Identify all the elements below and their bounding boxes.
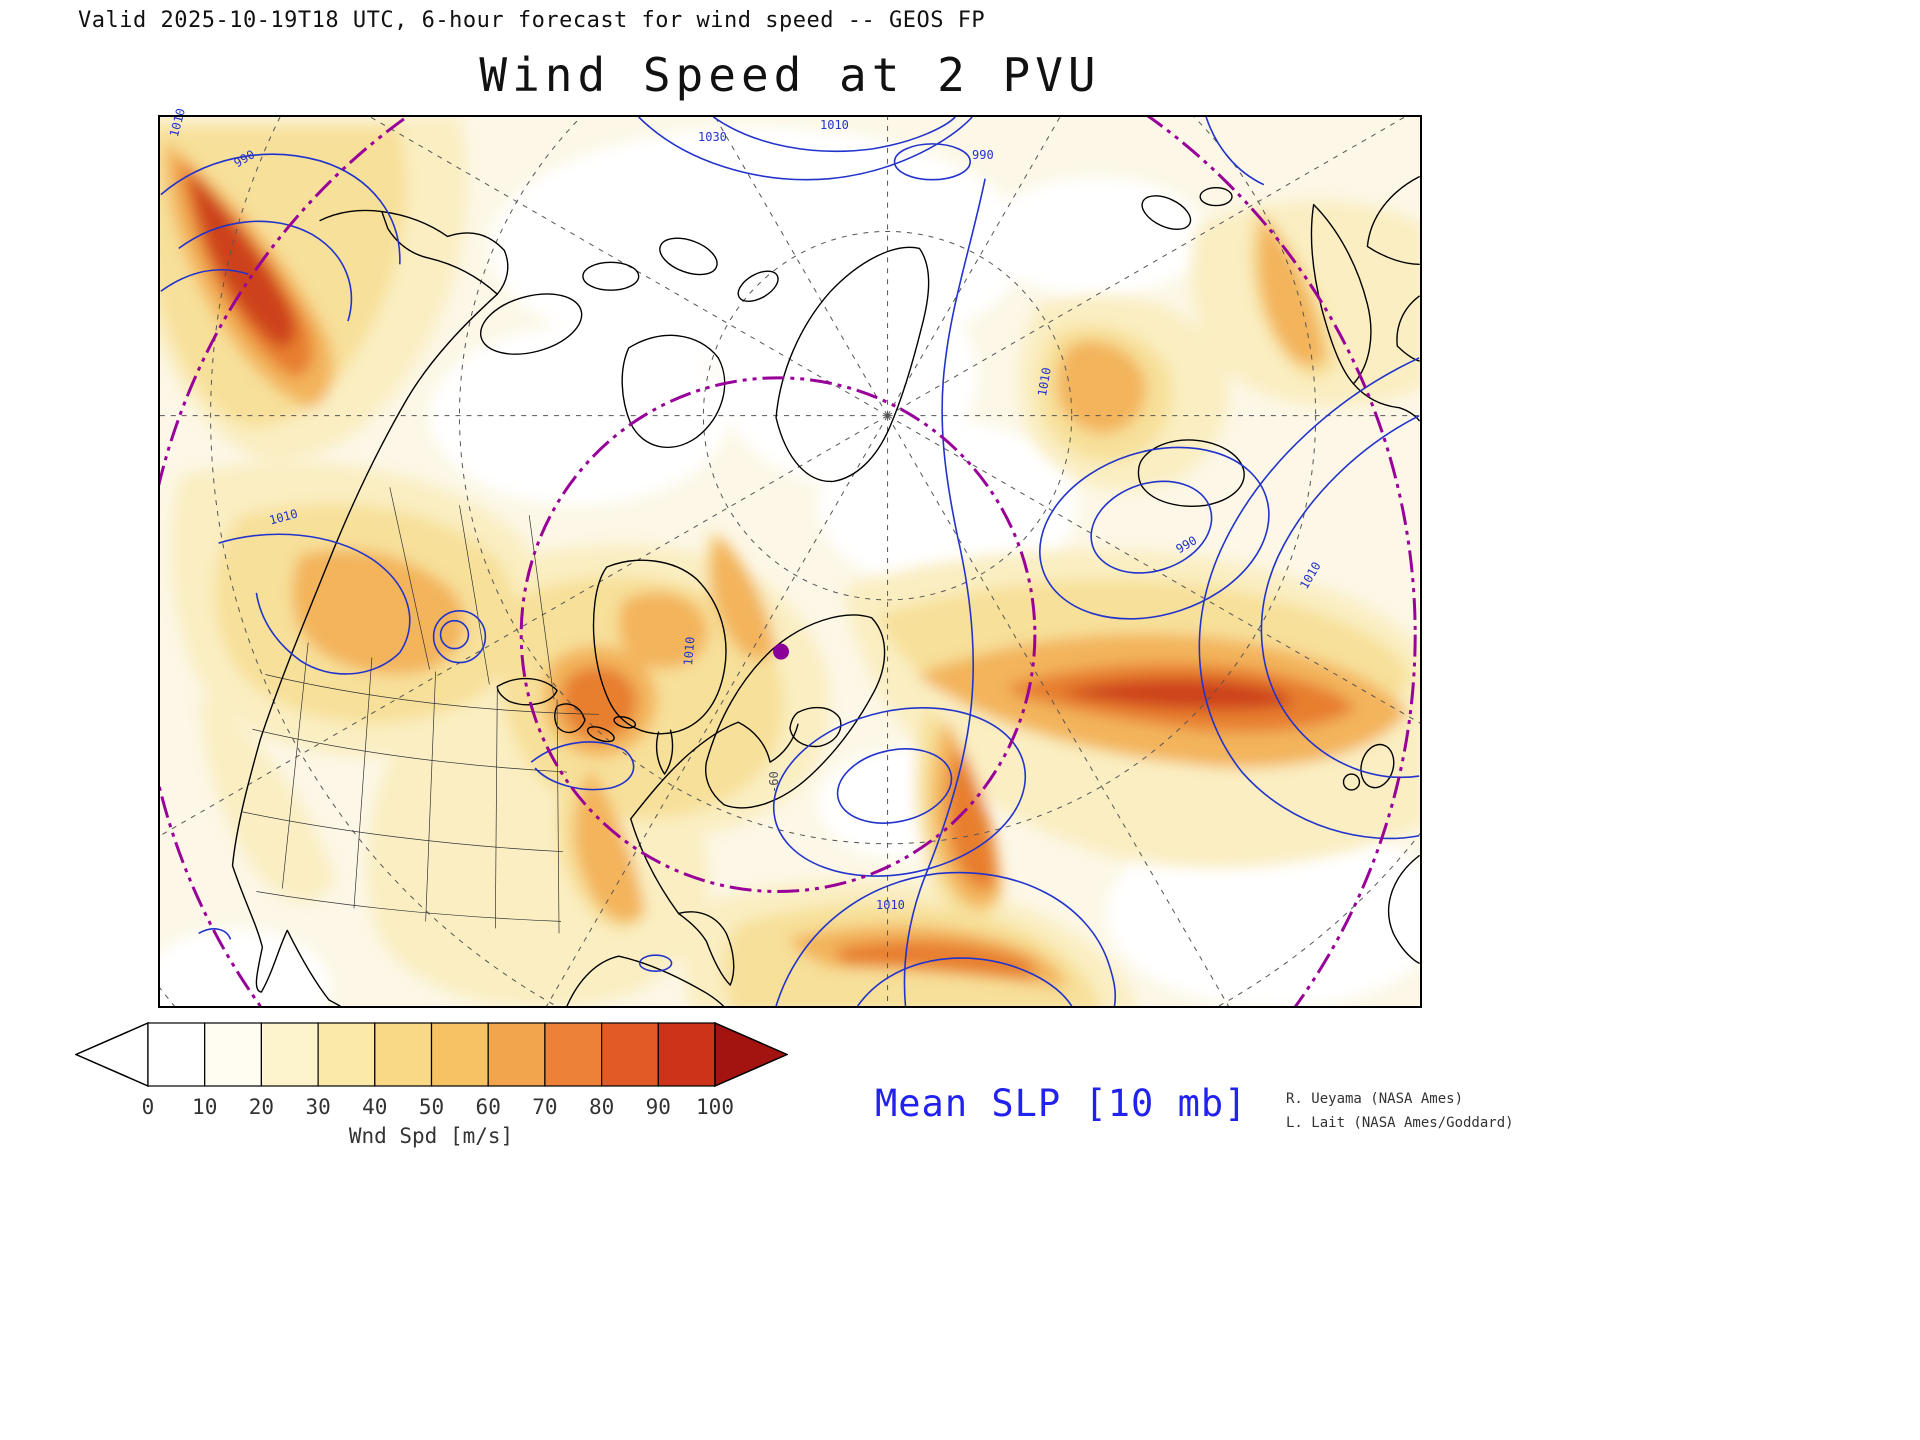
slp-legend-label: Mean SLP [10 mb] (875, 1082, 1248, 1125)
wind-speed-map: 1010 990 1030 1010 990 1010 990 1010 101… (158, 107, 1422, 1008)
colorbar-segment (317, 1022, 376, 1087)
colorbar-segment (430, 1022, 489, 1087)
coastlines (231, 176, 1420, 1006)
colorbar-tick-label: 40 (362, 1095, 387, 1119)
colorbar-tick-label: 100 (696, 1095, 734, 1119)
station-marker (773, 643, 790, 660)
colorbar-segment (657, 1022, 716, 1087)
colorbar-tick-label: 80 (589, 1095, 614, 1119)
colorbar-tick-label: 50 (419, 1095, 444, 1119)
colorbar-segment (374, 1022, 433, 1087)
contour-label: 1010 (681, 636, 698, 667)
colorbar-tick-label: 0 (142, 1095, 155, 1119)
highlight-circles (160, 117, 1417, 1006)
graticule-label: -60 (767, 771, 781, 793)
colorbar-segment (147, 1022, 206, 1087)
map-canvas (160, 117, 1420, 1006)
wind-speed-field (160, 117, 1420, 1006)
contour-label: 1010 (820, 118, 849, 132)
colorbar-segment (260, 1022, 319, 1087)
slp-contours (160, 117, 1420, 1006)
colorbar-segment (600, 1022, 659, 1087)
state-borders (242, 487, 599, 934)
credit-line-2: L. Lait (NASA Ames/Goddard) (1286, 1114, 1514, 1131)
colorbar-segment (204, 1022, 262, 1087)
credit-line-1: R. Ueyama (NASA Ames) (1286, 1091, 1464, 1107)
colorbar-over-arrow (714, 1022, 788, 1088)
colorbar-segment (544, 1022, 603, 1087)
colorbar-under-arrow (75, 1022, 149, 1088)
colorbar-tick-label: 70 (532, 1095, 557, 1119)
valid-time-line: Valid 2025-10-19T18 UTC, 6-hour forecast… (78, 8, 986, 33)
contour-label: 1010 (876, 898, 905, 912)
page-title: Wind Speed at 2 PVU (479, 48, 1101, 102)
colorbar-tick-label: 90 (646, 1095, 671, 1119)
credits: R. Ueyama (NASA Ames) L. Lait (NASA Ames… (1286, 1088, 1514, 1136)
wind-speed-colorbar: 0 10 20 30 40 50 60 70 80 90 100 Wnd Spd… (75, 1022, 788, 1148)
colorbar-tick-label: 30 (305, 1095, 330, 1119)
contour-label: 990 (972, 148, 994, 162)
colorbar-tick-label: 10 (192, 1095, 217, 1119)
contour-label: 1030 (698, 130, 727, 144)
colorbar-tick-label: 20 (249, 1095, 274, 1119)
colorbar-segment (487, 1022, 546, 1087)
graticule (160, 117, 1420, 1006)
colorbar-tick-label: 60 (476, 1095, 501, 1119)
colorbar-axis-label: Wnd Spd [m/s] (349, 1124, 513, 1148)
